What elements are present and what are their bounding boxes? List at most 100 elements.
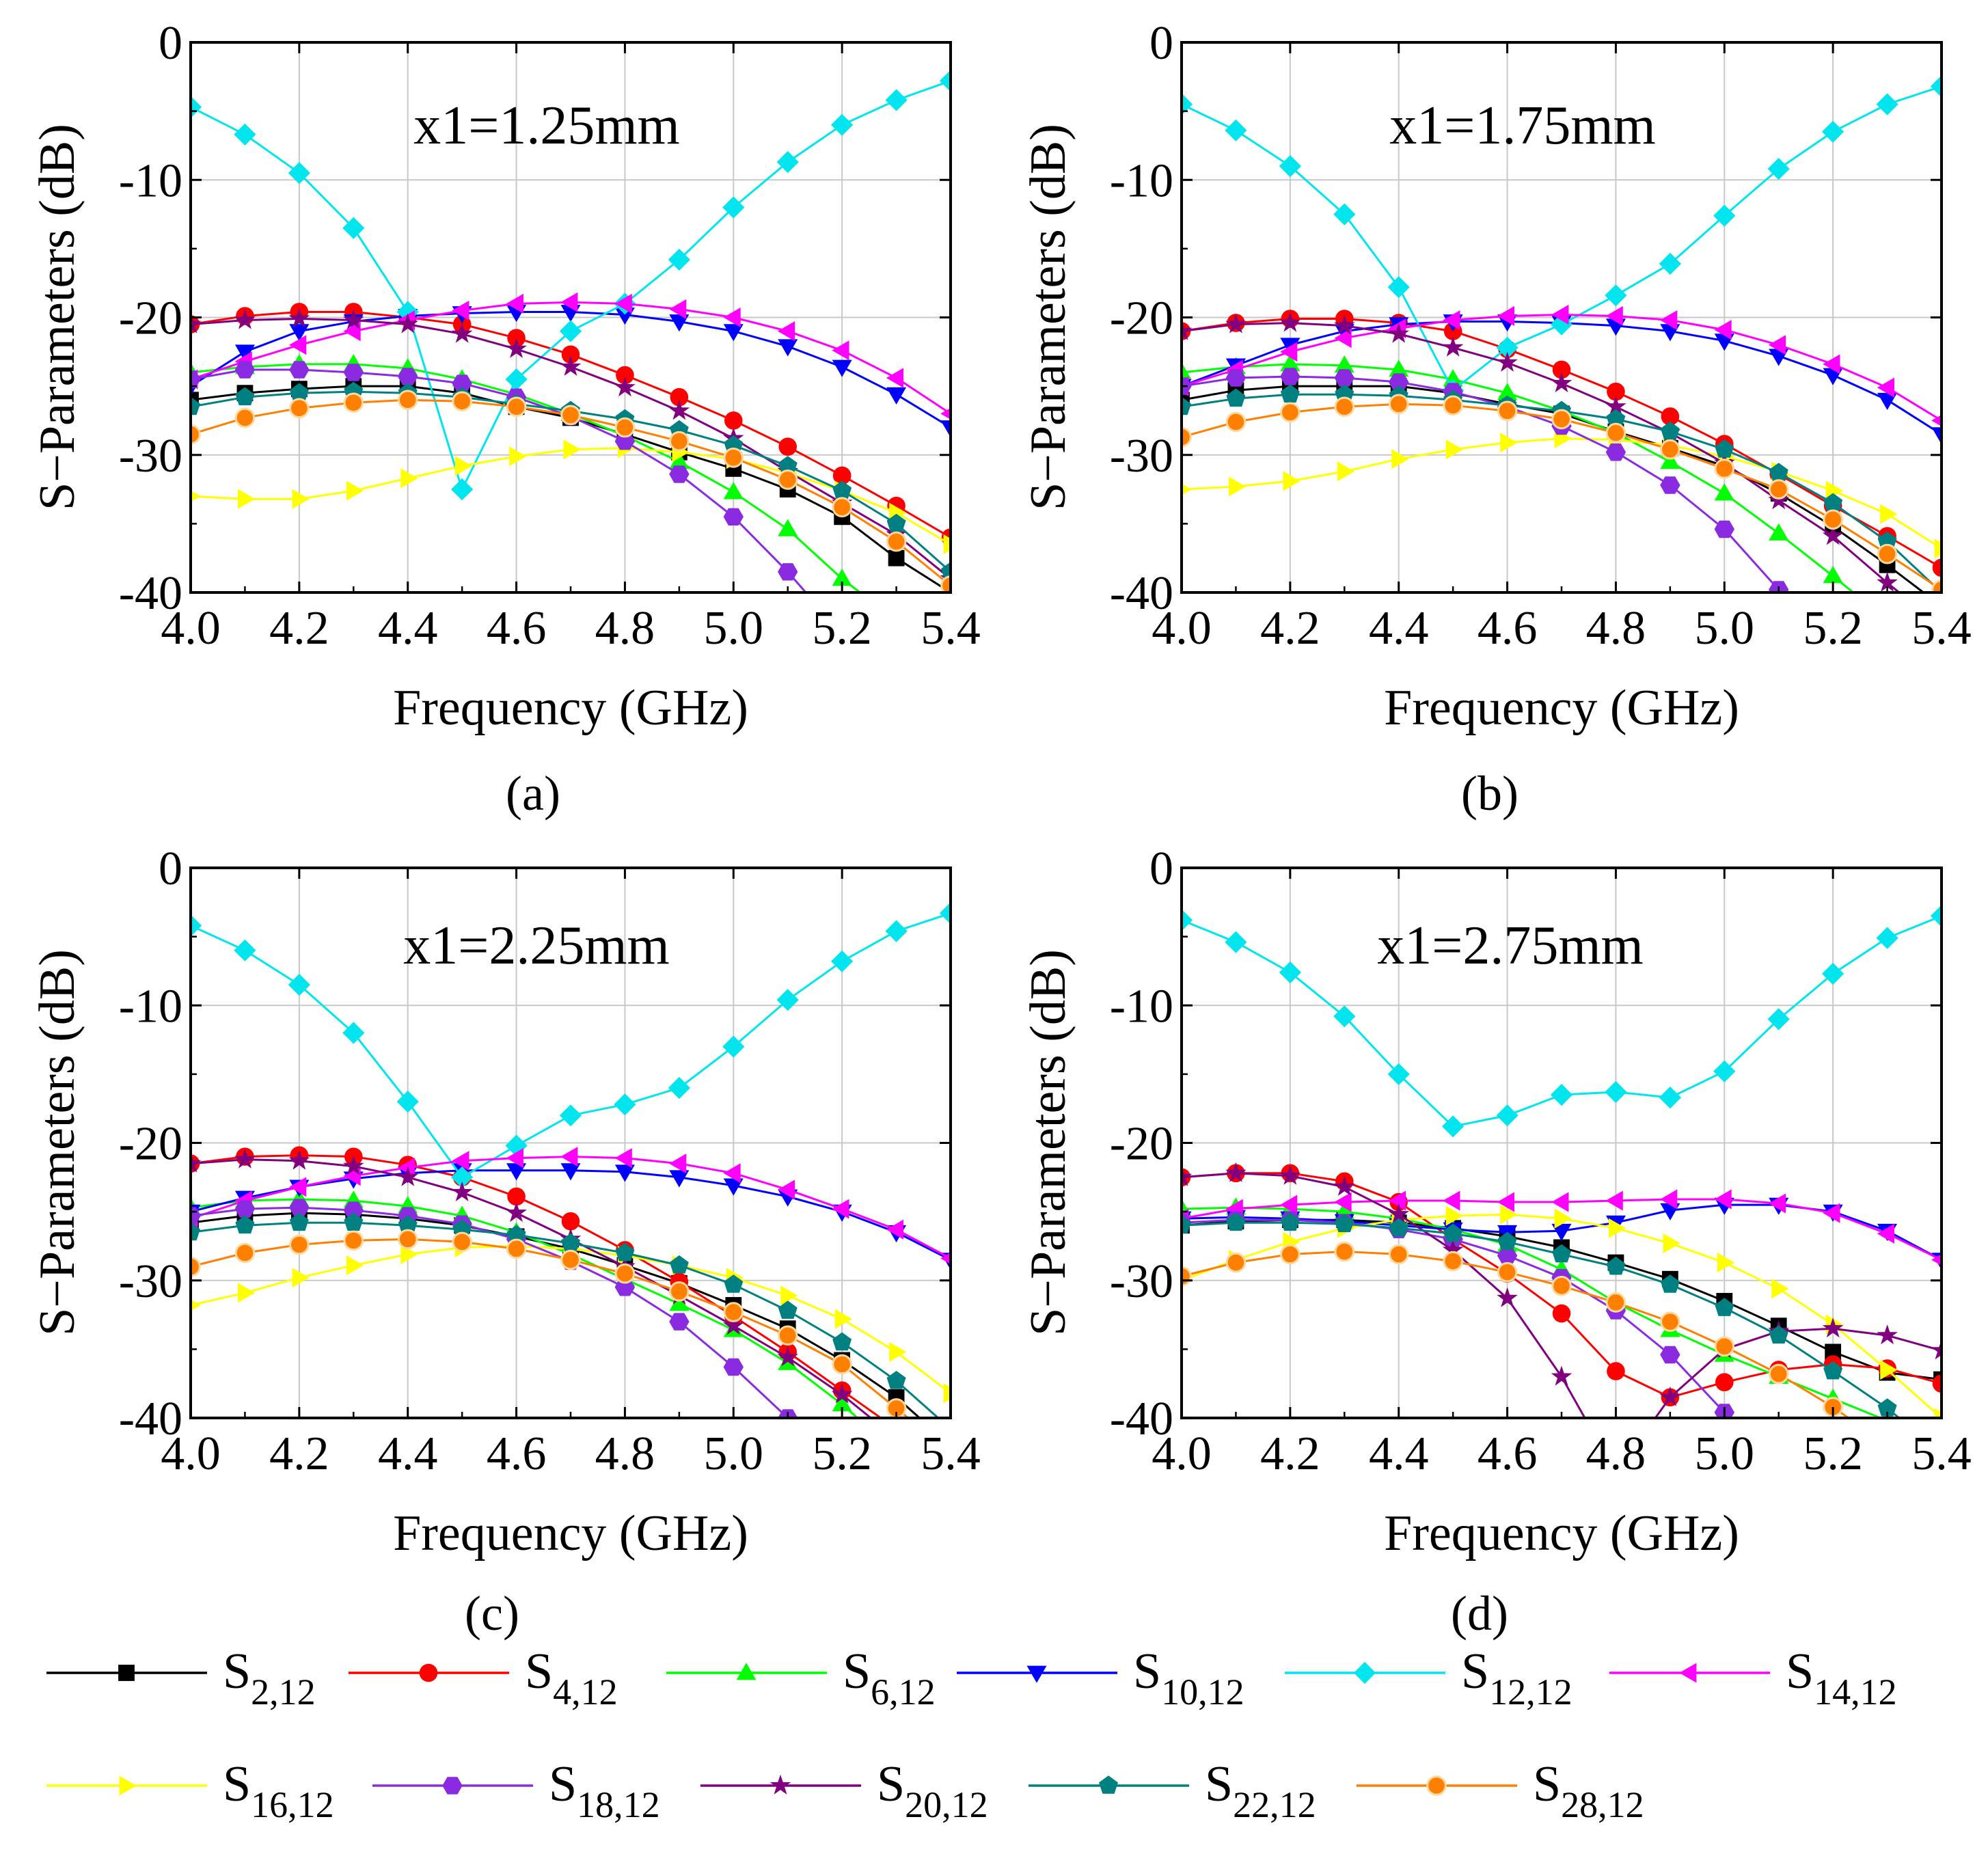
data-point	[454, 456, 472, 476]
data-point	[507, 329, 526, 347]
data-point	[1714, 520, 1734, 538]
data-point	[723, 324, 744, 342]
legend-item-s28-12: S28,12	[1357, 1756, 1644, 1825]
x-tick-label: 5.0	[1695, 1428, 1755, 1480]
data-point	[1714, 1336, 1735, 1357]
data-point	[778, 437, 798, 456]
data-point	[669, 1170, 690, 1188]
legend-item-s4-12: S4,12	[349, 1643, 618, 1712]
data-point	[832, 340, 849, 361]
data-point	[886, 513, 906, 532]
data-point	[1497, 1246, 1518, 1265]
data-point	[668, 1076, 690, 1100]
x-tick-label: 5.4	[921, 1428, 981, 1480]
legend-label: S2,12	[223, 1643, 316, 1712]
data-point	[1550, 1084, 1573, 1106]
data-point	[289, 1199, 310, 1216]
data-point	[1822, 525, 1844, 545]
data-point	[1605, 284, 1627, 307]
data-point	[1443, 1223, 1463, 1242]
data-point	[1715, 439, 1734, 458]
data-point	[722, 1035, 745, 1058]
data-point	[1877, 377, 1894, 398]
data-point	[343, 364, 364, 381]
data-point	[614, 1263, 636, 1284]
data-point	[939, 902, 951, 925]
data-point	[1388, 1190, 1406, 1211]
data-point	[1606, 1256, 1626, 1275]
data-point	[777, 1179, 795, 1200]
y-tick-label: -20	[119, 1118, 182, 1171]
x-axis-title: Frequency (GHz)	[1384, 680, 1739, 736]
data-point	[1279, 312, 1301, 332]
data-point	[191, 914, 202, 937]
data-point	[1880, 1360, 1898, 1380]
data-point	[1552, 1244, 1571, 1263]
data-point	[1445, 439, 1463, 460]
ticks: 4.0 4.2 4.4 4.6 4.8 5.0 5.2 5.4 0 -10 -20 -30 -40	[119, 17, 981, 655]
data-point	[452, 1151, 469, 1171]
data-point	[776, 151, 799, 174]
data-point	[1500, 1204, 1518, 1225]
data-point	[191, 370, 201, 388]
data-point	[615, 1242, 635, 1261]
data-point	[1877, 1324, 1898, 1345]
data-point	[400, 1244, 418, 1265]
data-point	[614, 1148, 632, 1169]
data-point	[1182, 909, 1193, 931]
data-point	[506, 1238, 527, 1259]
data-point	[1934, 1408, 1942, 1418]
data-point	[1715, 1298, 1734, 1316]
legend-item-s20-12: S20,12	[700, 1756, 988, 1825]
data-point	[288, 162, 310, 185]
y-axis-title: S−Parameters (dB)	[29, 124, 85, 510]
data-point	[886, 1428, 907, 1447]
data-point	[560, 355, 582, 376]
data-point	[1931, 414, 1942, 426]
data-point	[940, 407, 951, 420]
x-tick-label: 5.0	[704, 602, 764, 655]
data-point	[1226, 1212, 1246, 1231]
data-point	[1389, 1218, 1408, 1237]
data-point	[561, 1233, 580, 1252]
data-point	[1182, 1166, 1193, 1186]
data-point	[1443, 1190, 1460, 1211]
x-axis-title: Frequency (GHz)	[1384, 1505, 1739, 1561]
data-point	[723, 482, 744, 500]
data-point	[451, 1181, 473, 1201]
data-point	[397, 1166, 418, 1186]
legend-item-s2-12: S2,12	[46, 1643, 316, 1712]
legend-label: S22,12	[1205, 1756, 1316, 1825]
data-point	[1552, 1304, 1571, 1323]
data-point	[1497, 400, 1518, 422]
legend-label: S20,12	[877, 1756, 988, 1825]
data-point	[941, 1490, 961, 1507]
data-point	[886, 1371, 906, 1389]
data-point	[1497, 383, 1518, 400]
x-tick-label: 4.0	[161, 602, 221, 655]
data-point	[1335, 1214, 1354, 1233]
data-point	[1931, 427, 1942, 445]
data-point	[289, 1177, 307, 1197]
data-point	[234, 123, 256, 146]
data-point	[1280, 368, 1301, 385]
data-point	[778, 519, 798, 536]
data-point	[1823, 1361, 1843, 1380]
x-tick-label: 4.8	[595, 602, 655, 655]
x-tick-label: 4.8	[595, 1428, 655, 1480]
data-point	[1551, 304, 1569, 325]
data-point	[1877, 694, 1897, 711]
data-point	[1660, 1346, 1680, 1364]
data-point	[669, 431, 690, 452]
data-point	[1279, 1164, 1301, 1185]
data-point	[614, 1093, 636, 1116]
data-point	[1714, 320, 1732, 340]
data-point	[834, 1309, 852, 1329]
data-point	[1283, 471, 1301, 491]
data-point	[1932, 1374, 1942, 1393]
data-point	[885, 89, 908, 111]
y-axis-title: S−Parameters (dB)	[29, 949, 85, 1336]
data-point	[777, 321, 795, 342]
data-point	[1932, 558, 1942, 577]
data-point	[343, 392, 364, 413]
